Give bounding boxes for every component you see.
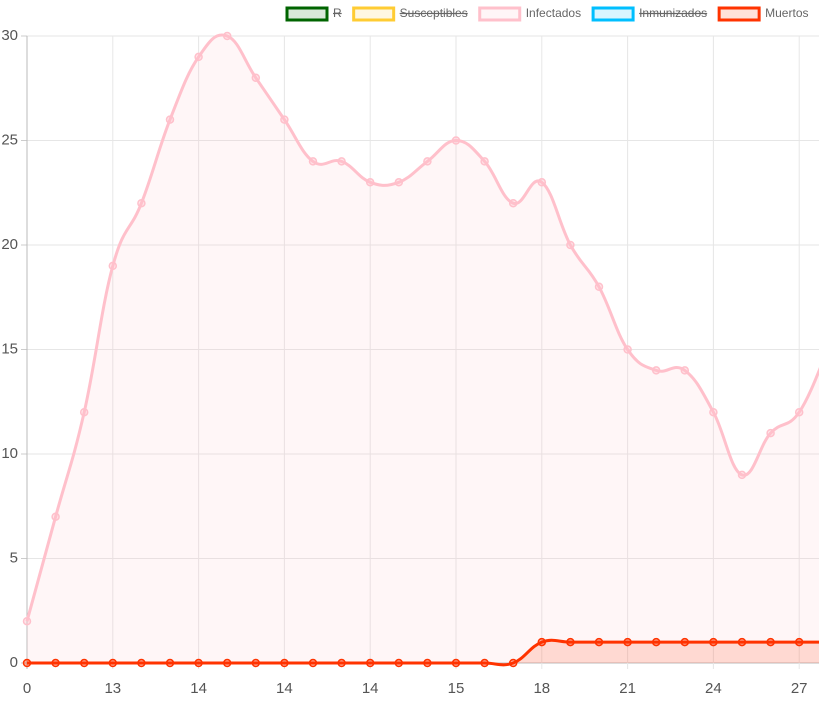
series-line [27, 638, 819, 667]
data-point [537, 178, 547, 187]
data-point [651, 366, 661, 375]
y-tick-label: 15 [1, 340, 18, 357]
data-point [222, 31, 232, 41]
legend-swatch [352, 6, 396, 22]
data-point [480, 658, 489, 668]
data-point [251, 73, 261, 83]
legend-label: Infectados [526, 6, 581, 20]
y-tick-label: 5 [10, 549, 18, 566]
x-tick-label: 21 [619, 680, 636, 697]
data-point [280, 115, 289, 124]
x-tick-label: 14 [362, 680, 379, 697]
x-tick-label: 14 [190, 680, 207, 697]
data-point [308, 157, 318, 166]
y-tick-label: 30 [1, 27, 18, 44]
x-tick-label: 15 [448, 680, 465, 697]
data-point [794, 407, 804, 417]
data-point [308, 658, 318, 668]
data-point [137, 198, 146, 208]
legend-swatch [717, 6, 761, 22]
y-tick-label: 10 [1, 445, 18, 462]
x-tick-label: 0 [23, 680, 31, 697]
data-point [709, 637, 718, 647]
series-line [25, 33, 819, 622]
data-point [394, 178, 404, 187]
data-point [766, 637, 775, 647]
data-point [165, 115, 175, 124]
x-tick-label: 24 [705, 680, 722, 697]
plot-area [22, 31, 819, 668]
data-point [194, 52, 203, 62]
data-point [251, 658, 261, 668]
series-area [27, 35, 819, 663]
data-point [280, 658, 289, 668]
data-point [79, 658, 89, 668]
data-point [51, 512, 60, 521]
data-point [365, 658, 375, 668]
x-tick-label: 14 [276, 680, 293, 697]
data-point [651, 637, 661, 647]
y-tick-label: 20 [1, 236, 18, 253]
data-point [337, 658, 346, 668]
x-tick-label: 18 [533, 680, 550, 697]
data-point [566, 637, 575, 647]
data-point [794, 637, 804, 647]
series-area [27, 640, 819, 665]
data-point [680, 366, 690, 375]
data-point [594, 282, 604, 292]
data-point [566, 240, 575, 250]
data-point [22, 658, 32, 668]
legend-label: Inmunizados [639, 6, 707, 20]
x-tick-label: 27 [791, 680, 808, 697]
data-point [480, 157, 489, 166]
data-point [594, 637, 604, 647]
data-point [537, 637, 547, 647]
data-point [337, 157, 346, 166]
data-point [737, 470, 747, 480]
x-tick-label: 13 [104, 680, 121, 697]
y-tick-label: 0 [10, 654, 18, 671]
data-point [423, 658, 432, 668]
data-point [508, 198, 518, 208]
data-point [51, 658, 60, 668]
data-point [680, 637, 690, 647]
data-point [623, 345, 632, 354]
legend-swatch [285, 6, 329, 22]
legend-label: Muertos [765, 6, 808, 20]
data-point [137, 658, 146, 668]
legend-label: Susceptibles [400, 6, 468, 20]
data-point [194, 658, 203, 668]
data-point [709, 407, 718, 417]
data-point [22, 616, 32, 626]
data-point [394, 658, 404, 668]
data-point [451, 136, 461, 145]
legend-label: R [333, 6, 342, 20]
data-point [623, 637, 632, 647]
data-point [737, 637, 747, 647]
y-tick-label: 25 [1, 131, 18, 148]
legend-swatch [591, 6, 635, 22]
data-point [451, 658, 461, 668]
data-point [222, 658, 232, 668]
legend-swatch [478, 6, 522, 22]
data-point [766, 428, 775, 438]
data-point [423, 157, 432, 166]
data-point [165, 658, 175, 668]
data-point [79, 407, 89, 417]
data-point [108, 261, 118, 271]
data-point [108, 658, 118, 668]
data-point [508, 658, 518, 668]
data-point [365, 178, 375, 187]
